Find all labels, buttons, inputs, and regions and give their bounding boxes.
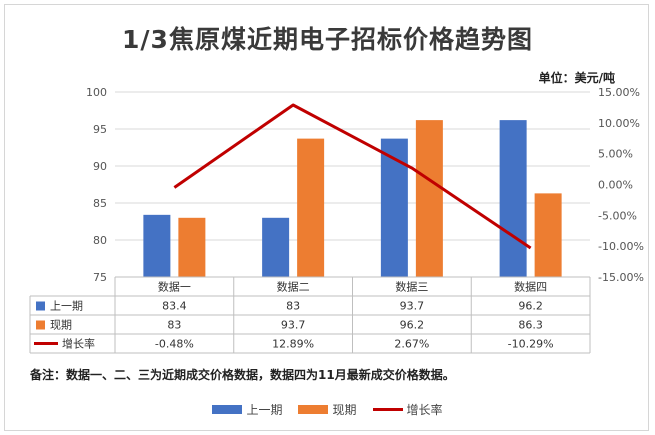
legend-swatch-prev [212,405,243,414]
bar-current [178,217,206,277]
y-left-tick-label: 90 [93,160,107,173]
bar-prev [143,214,171,277]
table-cell-value: 86.3 [518,319,543,332]
legend-item-growth: 增长率 [372,401,443,418]
y-left-tick-label: 85 [93,197,107,210]
legend: 上一期 现期 增长率 [0,401,655,418]
table-cell-value: 96.2 [518,300,543,313]
legend-item-prev: 上一期 [212,401,282,418]
bar-prev [262,217,290,277]
table-series-name: 增长率 [62,337,95,351]
table-cell-value: 93.7 [281,319,306,332]
chart-svg: 75 80 85 90 95 100 -15.00% -10.00% -5.00% 0.00% 5.… [29,86,644,354]
y-right-tick-label: -5.00% [598,209,637,222]
bar-current [415,120,443,278]
legend-label-prev: 上一期 [246,403,283,417]
bar-current [297,138,325,277]
y-left-tick-label: 100 [86,86,107,99]
legend-swatch-growth [372,408,403,411]
table-cell-value: 83 [286,300,300,313]
legend-label-current: 现期 [332,403,357,417]
table-cell-value: -0.48% [155,338,194,351]
y-right-tick-label: 0.00% [598,179,633,192]
legend-item-current: 现期 [298,401,357,418]
category-label: 数据三 [395,280,428,294]
category-label: 数据四 [514,280,547,294]
y-right-tick-label: -15.00% [598,271,644,284]
table-series-name: 现期 [50,319,72,332]
category-label: 数据一 [158,280,191,294]
table-cell-value: -10.29% [508,338,554,351]
table-series-name: 上一期 [50,300,83,313]
y-left-tick-label: 80 [93,234,107,247]
y-left-tick-label: 95 [93,123,107,136]
y-right-tick-label: 10.00% [598,117,640,130]
y-right-tick-label: -10.00% [598,240,644,253]
bar-current [534,193,562,277]
growth-line [173,103,532,250]
table-cell-value: 83 [167,319,181,332]
category-label: 数据二 [277,280,310,294]
footnote: 备注：数据一、二、三为近期成交价格数据，数据四为11月最新成交价格数据。 [30,368,455,382]
table-cell-value: 2.67% [394,338,429,351]
table-cell-value: 12.89% [272,338,314,351]
table-legend-key [36,301,45,311]
table-legend-key [36,320,45,330]
legend-swatch-current [298,405,329,414]
bar-prev [380,138,408,277]
y-left-tick-label: 75 [93,271,107,284]
table-cell-value: 83.4 [162,300,187,313]
table-cell-value: 93.7 [400,300,425,313]
unit-label: 单位：美元/吨 [538,71,615,85]
chart-title: 1/3焦原煤近期电子招标价格趋势图 [122,25,533,54]
table-cell-value: 96.2 [400,319,425,332]
y-right-tick-label: 5.00% [598,148,633,161]
legend-label-growth: 增长率 [406,403,443,417]
y-right-tick-label: 15.00% [598,86,640,99]
bar-prev [499,120,527,278]
